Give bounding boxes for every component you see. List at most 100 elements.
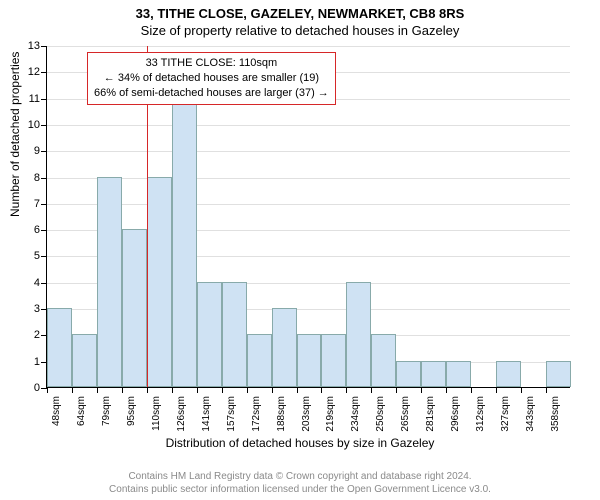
bar [147,177,172,387]
x-tick [396,387,397,393]
y-tick-label: 5 [18,250,40,262]
y-tick-label: 12 [18,66,40,78]
bar [346,282,371,387]
x-tick [421,387,422,393]
y-tick-label: 7 [18,198,40,210]
footer-line2: Contains public sector information licen… [0,483,600,496]
bar [321,334,346,387]
gridline [47,204,570,205]
x-tick-label: 64sqm [76,396,87,436]
x-tick [122,387,123,393]
x-tick-label: 358sqm [550,396,561,436]
bar [97,177,122,387]
y-tick [41,204,47,205]
bar [446,361,471,387]
y-tick [41,283,47,284]
x-tick-label: 188sqm [276,396,287,436]
bar [546,361,571,387]
y-tick [41,151,47,152]
annot-l3: 66% of semi-detached houses are larger (… [94,86,329,101]
x-tick-label: 141sqm [201,396,212,436]
chart-container: 33, TITHE CLOSE, GAZELEY, NEWMARKET, CB8… [0,0,600,500]
x-tick [471,387,472,393]
gridline [47,178,570,179]
gridline [47,46,570,47]
y-tick-label: 11 [18,93,40,105]
x-tick-label: 250sqm [375,396,386,436]
x-tick [321,387,322,393]
x-tick-label: 343sqm [525,396,536,436]
y-tick-label: 1 [18,356,40,368]
y-tick-label: 10 [18,119,40,131]
x-tick-label: 79sqm [101,396,112,436]
x-tick-label: 312sqm [475,396,486,436]
bar [72,334,97,387]
x-tick [97,387,98,393]
footer: Contains HM Land Registry data © Crown c… [0,470,600,496]
y-tick-label: 8 [18,172,40,184]
x-tick [446,387,447,393]
x-tick [222,387,223,393]
x-tick [272,387,273,393]
y-tick [41,46,47,47]
x-tick-label: 172sqm [251,396,262,436]
x-tick-label: 296sqm [450,396,461,436]
footer-line1: Contains HM Land Registry data © Crown c… [0,470,600,483]
x-tick-label: 234sqm [350,396,361,436]
bar [222,282,247,387]
x-tick [496,387,497,393]
x-tick-label: 281sqm [425,396,436,436]
y-tick-label: 3 [18,303,40,315]
annot-l1: 33 TITHE CLOSE: 110sqm [94,56,329,71]
bar [172,71,197,387]
y-tick-label: 9 [18,145,40,157]
y-tick-label: 4 [18,277,40,289]
x-tick-label: 95sqm [126,396,137,436]
y-tick-label: 2 [18,329,40,341]
x-tick [346,387,347,393]
x-tick-label: 110sqm [151,396,162,436]
y-tick [41,256,47,257]
x-tick-label: 126sqm [176,396,187,436]
x-tick [546,387,547,393]
x-tick [47,387,48,393]
bar [421,361,446,387]
x-tick [297,387,298,393]
annot-l2: ← 34% of detached houses are smaller (19… [94,71,329,86]
bar [371,334,396,387]
plot-area: 01234567891011121348sqm64sqm79sqm95sqm11… [46,46,570,388]
title-sub: Size of property relative to detached ho… [0,21,600,38]
x-tick [521,387,522,393]
x-tick-label: 48sqm [51,396,62,436]
bar [247,334,272,387]
x-tick [247,387,248,393]
y-tick [41,125,47,126]
bar [47,308,72,387]
annotation-box: 33 TITHE CLOSE: 110sqm← 34% of detached … [87,52,336,105]
bar [297,334,322,387]
bar [272,308,297,387]
x-tick-label: 219sqm [325,396,336,436]
y-tick [41,178,47,179]
x-tick [147,387,148,393]
x-tick [371,387,372,393]
y-tick-label: 6 [18,224,40,236]
y-tick [41,230,47,231]
bar [396,361,421,387]
bar [197,282,222,387]
x-tick-label: 327sqm [500,396,511,436]
x-axis-label: Distribution of detached houses by size … [0,436,600,450]
y-tick-label: 0 [18,382,40,394]
x-tick [72,387,73,393]
y-tick-label: 13 [18,40,40,52]
x-tick [197,387,198,393]
title-main: 33, TITHE CLOSE, GAZELEY, NEWMARKET, CB8… [0,0,600,21]
x-tick [172,387,173,393]
gridline [47,151,570,152]
x-tick-label: 203sqm [301,396,312,436]
gridline [47,125,570,126]
bar [122,229,147,387]
x-tick-label: 157sqm [226,396,237,436]
y-tick [41,99,47,100]
y-tick [41,72,47,73]
